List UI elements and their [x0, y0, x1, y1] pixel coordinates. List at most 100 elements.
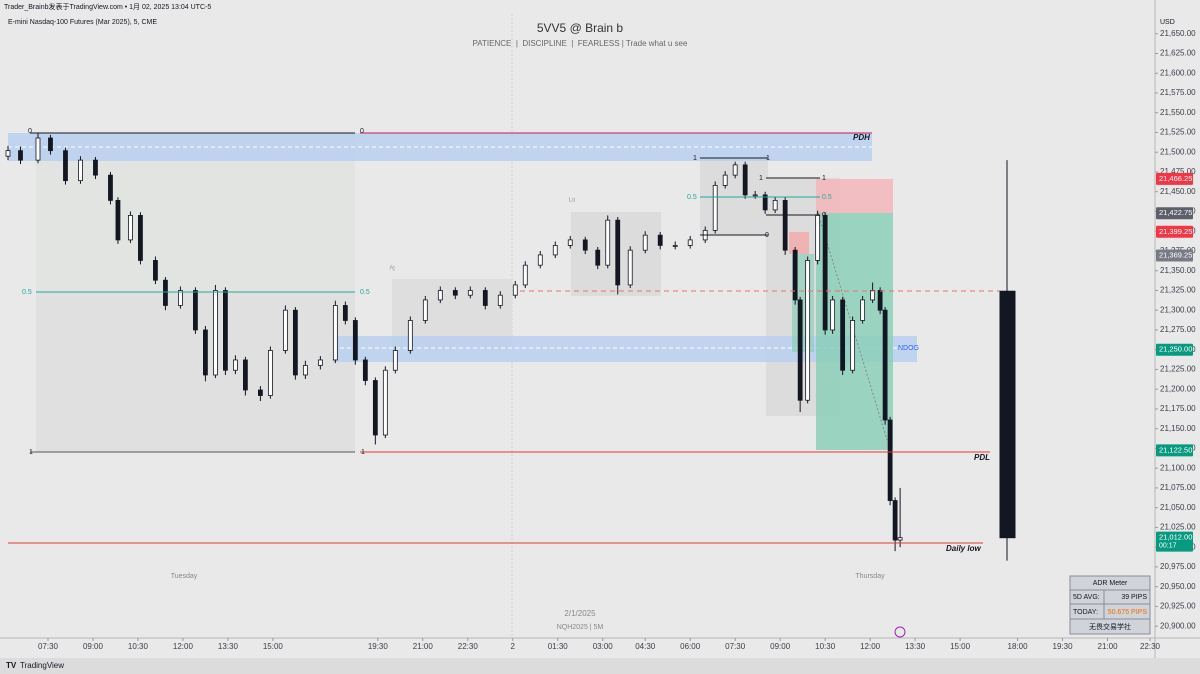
chart-subtitle: PATIENCE | DISCIPLINE | FEARLESS | Trade…	[473, 39, 688, 48]
adr-cell: 39 PIPS	[1121, 594, 1147, 601]
fib-label: 0.5	[22, 289, 32, 296]
stop-zone	[816, 179, 893, 213]
candle-body	[732, 164, 738, 176]
fib-label: 1	[759, 175, 763, 182]
x-tick-label: 10:30	[815, 642, 836, 651]
y-tick-label: 20,950.00	[1160, 582, 1196, 591]
x-tick-label: 15:00	[950, 642, 971, 651]
candle-body	[163, 279, 168, 306]
fib-label: 0.5	[687, 194, 697, 201]
candle-body	[712, 185, 718, 231]
price-badge-label: 21,466.25	[1159, 174, 1192, 183]
y-tick-label: 21,025.00	[1160, 523, 1196, 532]
candle-body	[830, 299, 836, 331]
fib-label: 0	[822, 212, 826, 219]
candle-body	[292, 309, 298, 376]
candle-body	[193, 290, 198, 331]
trade-path	[817, 212, 888, 441]
short-risk	[789, 232, 809, 254]
fib-label: 0	[28, 128, 32, 135]
price-badge	[1156, 343, 1193, 356]
y-tick-label: 21,575.00	[1160, 88, 1196, 97]
fib-label: 1	[766, 155, 770, 162]
y-tick-label: 21,650.00	[1160, 29, 1196, 38]
candle-body	[18, 150, 23, 161]
watermark: NQH2025 | 5M	[557, 624, 604, 631]
y-tick-label: 21,500.00	[1160, 147, 1196, 156]
fib-label: 1	[361, 449, 365, 456]
candle-body	[497, 294, 503, 306]
candle-body	[582, 239, 588, 251]
candle-body	[797, 299, 803, 401]
candles	[5, 133, 903, 552]
adr-footer: 无畏交易学社	[1089, 622, 1131, 631]
price-badge	[1156, 444, 1193, 457]
daily-low-label: Daily low	[946, 544, 981, 553]
candle-body	[115, 200, 121, 241]
candle-body	[742, 164, 748, 196]
candle-body	[437, 290, 443, 301]
candle-body	[302, 365, 308, 376]
candle-body	[482, 290, 488, 306]
price-badge-label: 21,369.25	[1159, 250, 1192, 259]
candle-body	[887, 419, 893, 501]
htf-candle	[999, 160, 1016, 561]
htf-body	[999, 290, 1016, 539]
tv-logo: TV	[6, 661, 17, 670]
y-tick-label: 21,300.00	[1160, 305, 1196, 314]
candle-body	[772, 200, 778, 211]
y-tick-label: 21,100.00	[1160, 463, 1196, 472]
candle-body	[35, 137, 41, 161]
alert-icon[interactable]	[894, 626, 906, 638]
candle-body	[93, 159, 98, 176]
x-tick-label: 03:00	[593, 642, 614, 651]
currency: USD	[1160, 19, 1175, 26]
x-tick-label: 04:30	[635, 642, 656, 651]
candle-body	[203, 329, 208, 376]
y-tick-label: 21,600.00	[1160, 68, 1196, 77]
candle-body	[672, 245, 678, 247]
candle-body	[422, 299, 428, 321]
x-tick-label: 09:00	[770, 642, 791, 651]
fib-label: 0.5	[360, 289, 370, 296]
y-axis: 20,900.00 20,925.00 20,950.00 20,975.00 21,0…	[1155, 29, 1196, 630]
x-tick-label: 22:30	[1140, 642, 1161, 651]
candle-body	[567, 239, 573, 246]
adr-box	[1069, 575, 1151, 635]
x-tick-label: 09:00	[83, 642, 104, 651]
candle-body	[128, 215, 133, 241]
x-tick-label: 06:00	[680, 642, 701, 651]
candle-body	[332, 305, 338, 361]
watermark: 2/1/2025	[564, 609, 596, 618]
candle-body	[257, 389, 263, 396]
candle-body	[382, 369, 388, 436]
candle-body	[317, 359, 323, 366]
price-badge	[1156, 172, 1193, 185]
y-tick-label: 21,325.00	[1160, 286, 1196, 295]
y-tick-label: 21,625.00	[1160, 49, 1196, 58]
price-badge	[1156, 207, 1193, 220]
y-tick-label: 21,275.00	[1160, 325, 1196, 334]
fib-label: 0	[360, 128, 364, 135]
candle-body	[850, 320, 856, 371]
candle-body	[877, 290, 883, 311]
candle-body	[657, 234, 663, 246]
price-badge-label: 21,250.00	[1159, 345, 1192, 354]
tag-label: Aj	[389, 266, 394, 272]
candle-body	[552, 245, 558, 256]
author-line: Trader_Brainb发表于TradingView.com • 1月 02,…	[4, 2, 211, 11]
tag-label: Lo	[569, 198, 576, 204]
candle-body	[627, 249, 633, 286]
candle-body	[805, 260, 811, 401]
candle-body	[392, 350, 398, 371]
y-tick-label: 21,075.00	[1160, 483, 1196, 492]
y-tick-label: 21,475.00	[1160, 167, 1196, 176]
x-tick-label: 01:30	[548, 642, 569, 651]
candle-body	[722, 174, 728, 186]
candle-body	[615, 219, 621, 286]
adr-title: ADR Meter	[1093, 580, 1128, 587]
y-tick-label: 21,450.00	[1160, 187, 1196, 196]
candle-body	[63, 150, 68, 182]
candle-body	[605, 219, 611, 266]
